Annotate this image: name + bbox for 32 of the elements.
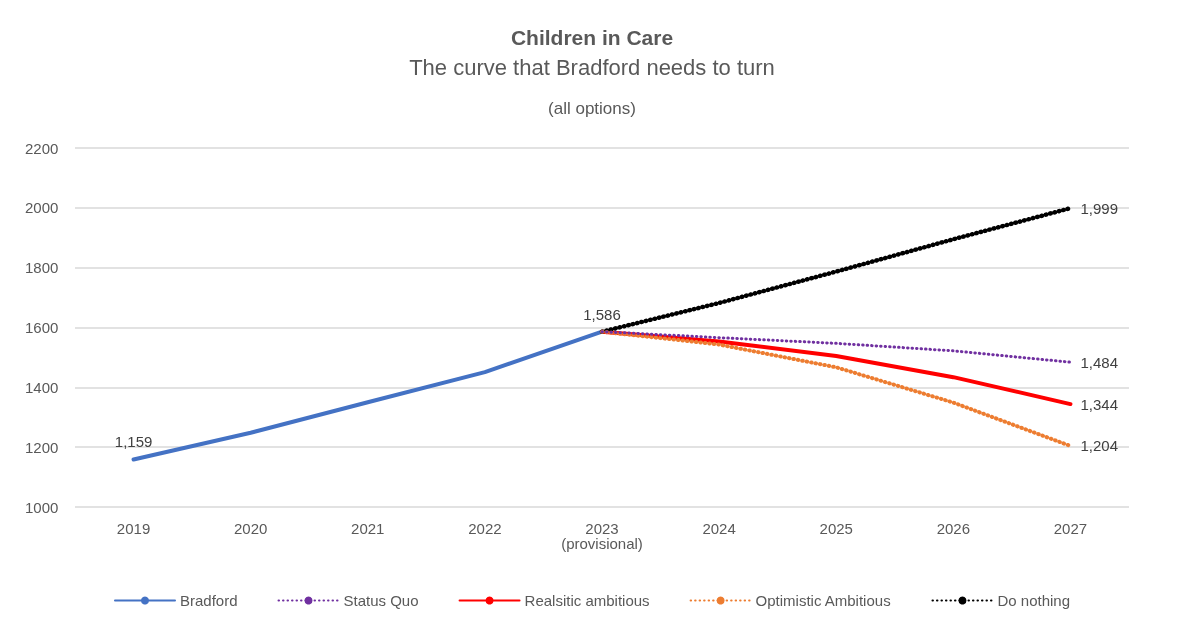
chart-title: Children in Care [510, 26, 674, 49]
x-tick-label: 2027 [1053, 520, 1088, 537]
line-series [600, 329, 1073, 448]
legend-label: Status Quo [343, 592, 419, 609]
data-label: 1,159 [114, 433, 153, 451]
legend-label: Do nothing [997, 592, 1071, 609]
legend-label: Optimistic Ambitious [755, 592, 891, 609]
legend-label: Realsitic ambitious [524, 592, 650, 609]
y-tick-label: 1400 [25, 378, 59, 396]
x-tick-label: 2023 (provisional) [561, 520, 643, 552]
y-tick-label: 2200 [25, 139, 59, 157]
x-tick-label: 2019 [116, 520, 151, 537]
chart-subtitle: The curve that Bradford needs to turn [409, 54, 775, 80]
data-label: 1,204 [1080, 437, 1118, 455]
y-tick-label: 2000 [25, 199, 59, 217]
y-tick-label: 1800 [25, 259, 59, 277]
x-tick-label: 2022 [468, 520, 502, 537]
line-series [600, 330, 1072, 364]
data-label: 1,344 [1080, 395, 1118, 413]
x-tick-label: 2026 [936, 520, 971, 537]
x-tick-label: 2025 [819, 520, 853, 537]
data-label: 1,999 [1080, 199, 1118, 217]
y-tick-label: 1000 [25, 498, 59, 516]
y-tick-label: 1600 [25, 319, 59, 336]
y-tick-label: 1200 [25, 438, 59, 456]
x-tick-label: 2021 [351, 520, 385, 537]
data-label: 1,484 [1080, 353, 1118, 371]
x-tick-label: 2024 [702, 520, 736, 537]
x-tick-label: 2020 [233, 520, 268, 537]
text: (all options) [548, 99, 636, 118]
legend-label: Bradford [179, 592, 238, 609]
data-label: 1,586 [583, 305, 621, 323]
